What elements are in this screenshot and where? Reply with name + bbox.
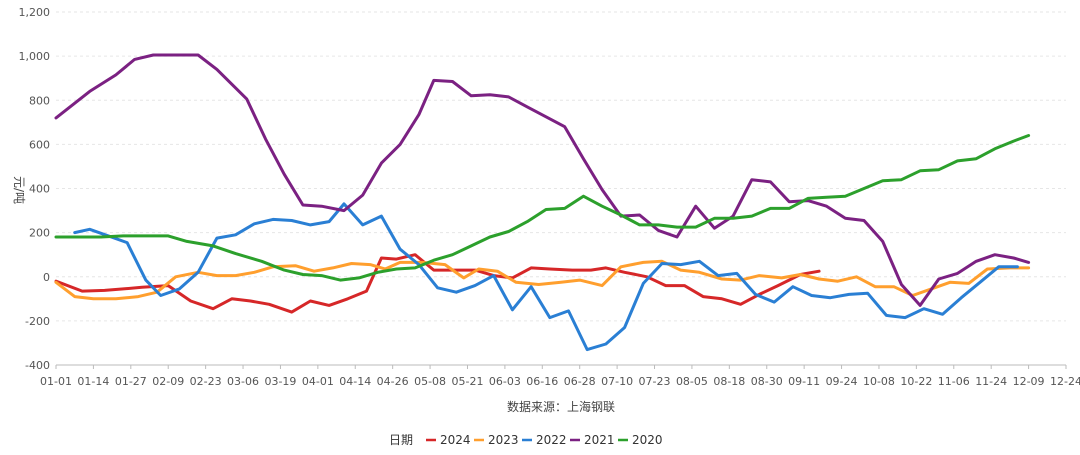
y-tick-label: 1,000 — [19, 50, 51, 63]
x-tick-label: 09-11 — [788, 375, 820, 388]
y-tick-label: -200 — [25, 315, 50, 328]
legend: 日期 2024 2023 2022 2021 2020 — [389, 433, 663, 447]
series-lines — [54, 53, 1031, 352]
y-tick-label: 400 — [29, 183, 50, 196]
x-tick-label: 12-24 — [1050, 375, 1080, 388]
legend-label-2022: 2022 — [536, 433, 567, 447]
x-tick-label: 10-22 — [900, 375, 932, 388]
y-axis-title: 元/吨 — [12, 176, 26, 204]
x-tick-label: 06-03 — [489, 375, 521, 388]
x-tick-label: 10-08 — [863, 375, 895, 388]
x-tick-label: 02-23 — [190, 375, 222, 388]
x-tick-label: 04-26 — [377, 375, 409, 388]
y-axis-ticks: -400 -200 0 200 400 600 800 1,000 1,200 — [19, 6, 51, 372]
x-tick-label: 11-06 — [938, 375, 970, 388]
x-tick-label: 11-24 — [975, 375, 1007, 388]
x-tick-label: 04-01 — [302, 375, 334, 388]
y-tick-label: 200 — [29, 227, 50, 240]
x-tick-label: 05-08 — [414, 375, 446, 388]
series-line-2021 — [54, 53, 1031, 307]
series-line-2024 — [54, 253, 821, 314]
x-tick-label: 12-09 — [1013, 375, 1045, 388]
series-line-2022 — [73, 202, 1019, 352]
y-tick-label: 800 — [29, 94, 50, 107]
x-tick-label: 03-19 — [264, 375, 296, 388]
series-line-2020 — [54, 134, 1031, 282]
x-tick-label: 01-01 — [40, 375, 72, 388]
x-tick-label: 04-14 — [339, 375, 371, 388]
y-tick-label: 600 — [29, 138, 50, 151]
y-tick-label: 0 — [43, 271, 50, 284]
legend-label-2020: 2020 — [632, 433, 663, 447]
x-axis-ticks: 01-01 01-14 01-27 02-09 02-23 03-06 03-19 04-01… — [40, 365, 1080, 388]
x-tick-label: 02-09 — [152, 375, 184, 388]
x-tick-label: 08-18 — [713, 375, 745, 388]
x-tick-label: 01-14 — [77, 375, 109, 388]
x-tick-label: 08-05 — [676, 375, 708, 388]
x-axis-title: 数据来源：上海钢联 — [507, 399, 615, 414]
y-tick-label: 1,200 — [19, 6, 51, 19]
x-tick-label: 05-21 — [451, 375, 483, 388]
y-tick-label: -400 — [25, 359, 50, 372]
legend-label-2021: 2021 — [584, 433, 615, 447]
x-tick-label: 01-27 — [115, 375, 147, 388]
x-tick-label: 03-06 — [227, 375, 259, 388]
series-line-2023 — [54, 259, 1031, 301]
x-tick-label: 08-30 — [751, 375, 783, 388]
legend-label-2024: 2024 — [440, 433, 471, 447]
legend-label-2023: 2023 — [488, 433, 519, 447]
x-tick-label: 09-24 — [826, 375, 858, 388]
x-tick-label: 07-10 — [601, 375, 633, 388]
legend-title: 日期 — [389, 433, 413, 447]
x-tick-label: 06-16 — [526, 375, 558, 388]
x-tick-label: 07-23 — [639, 375, 671, 388]
x-tick-label: 06-28 — [564, 375, 596, 388]
